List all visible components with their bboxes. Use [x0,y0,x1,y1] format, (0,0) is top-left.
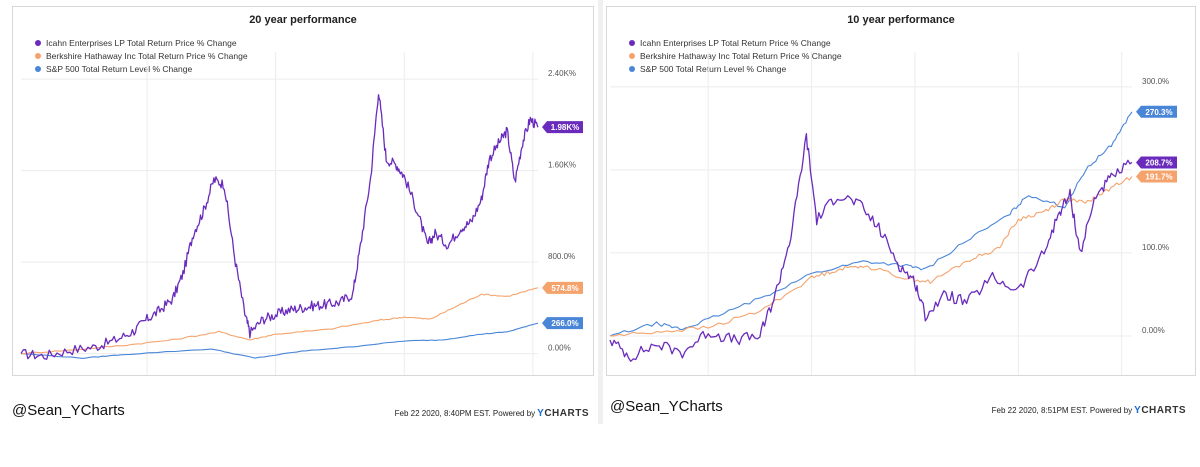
end-value-label: 208.7% [1136,156,1177,169]
chart-frame: 10 year performance Icahn Enterprises LP… [606,6,1196,376]
footer-attribution: Feb 22 2020, 8:40PM EST. Powered by YCHA… [395,408,589,419]
footer-timestamp: Feb 22 2020, 8:40PM EST. Powered by [394,409,536,418]
legend-label: S&P 500 Total Return Level % Change [640,63,787,74]
y-tick-label: 0.00% [548,344,571,353]
legend-entry[interactable]: S&P 500 Total Return Level % Change [629,62,842,75]
legend-marker-icon [629,52,635,59]
chart-plot-area: 20052010201520200.00%800.0%1.60K%2.40K%2… [20,52,583,375]
legend-marker-icon [35,39,41,46]
legend-entry[interactable]: Icahn Enterprises LP Total Return Price … [629,36,842,49]
series-line [20,322,539,359]
chart-title: 20 year performance [249,14,357,26]
series-line [20,287,539,355]
legend-marker-icon [35,65,41,72]
end-value-label: 266.0% [542,317,583,330]
ycharts-logo[interactable]: YCHARTS [1134,405,1186,416]
end-value-label: 270.3% [1136,105,1177,118]
legend-entry[interactable]: S&P 500 Total Return Level % Change [35,62,248,75]
legend-marker-icon [35,52,41,59]
chart-title: 10 year performance [847,14,955,26]
y-tick-label: 1.60K% [548,161,576,170]
footer-attribution: Feb 22 2020, 8:51PM EST. Powered by YCHA… [992,405,1186,416]
series-line [609,111,1133,337]
y-tick-label: 800.0% [548,252,575,261]
chart-panel-10yr: 10 year performance Icahn Enterprises LP… [603,0,1200,424]
end-value-label: 1.98K% [542,121,583,134]
y-tick-label: 100.0% [1142,243,1169,252]
legend-marker-icon [629,39,635,46]
svg-text:191.7%: 191.7% [1145,173,1172,182]
y-tick-label: 2.40K% [548,69,576,78]
series-line [610,176,1133,337]
legend-entry[interactable]: Icahn Enterprises LP Total Return Price … [35,36,248,49]
svg-text:1.98K%: 1.98K% [551,123,579,132]
legend-marker-icon [629,65,635,72]
chart-legend: Icahn Enterprises LP Total Return Price … [629,36,842,75]
svg-text:270.3%: 270.3% [1145,108,1172,117]
end-value-label: 574.8% [542,281,583,294]
ycharts-logo[interactable]: YCHARTS [537,408,589,419]
y-tick-label: 300.0% [1142,77,1169,86]
svg-text:574.8%: 574.8% [551,284,578,293]
series-line [609,133,1133,362]
y-tick-label: 0.00% [1142,326,1165,335]
series-line [20,94,539,360]
legend-entry[interactable]: Berkshire Hathaway Inc Total Return Pric… [629,49,842,62]
svg-text:266.0%: 266.0% [551,319,578,328]
legend-label: S&P 500 Total Return Level % Change [46,63,193,74]
twitter-handle: @Sean_YCharts [610,398,723,415]
svg-text:208.7%: 208.7% [1145,158,1172,167]
twitter-handle: @Sean_YCharts [12,402,125,419]
legend-label: Berkshire Hathaway Inc Total Return Pric… [640,50,842,61]
legend-label: Icahn Enterprises LP Total Return Price … [46,37,237,48]
legend-label: Icahn Enterprises LP Total Return Price … [640,37,831,48]
chart-panel-20yr: 20 year performance Icahn Enterprises LP… [0,0,597,424]
chart-frame: 20 year performance Icahn Enterprises LP… [12,6,594,376]
end-value-label: 191.7% [1136,170,1177,183]
footer-timestamp: Feb 22 2020, 8:51PM EST. Powered by [991,406,1133,415]
chart-plot-area: 201220142016201820200.00%100.0%200.0%300… [609,52,1177,375]
panel-divider [598,0,603,424]
